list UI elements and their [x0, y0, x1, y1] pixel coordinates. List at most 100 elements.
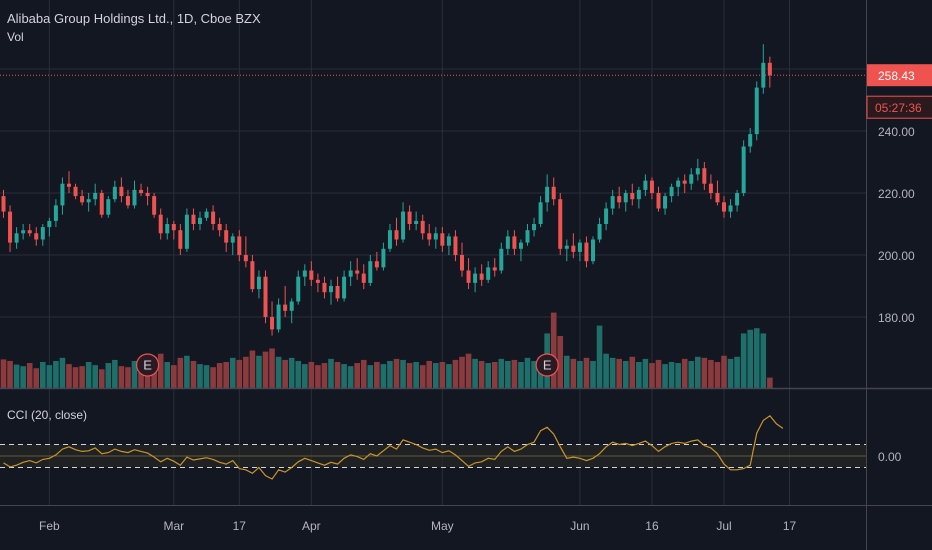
candle	[152, 193, 157, 218]
candle	[394, 217, 399, 246]
candle	[728, 199, 733, 218]
candle	[492, 258, 497, 277]
x-tick-label: Jun	[570, 519, 589, 533]
volume-bar	[262, 351, 269, 388]
volume-bar	[171, 365, 177, 388]
candle	[125, 189, 130, 209]
candle-body	[702, 168, 707, 184]
volume-bar	[197, 364, 203, 388]
candle-body	[374, 261, 379, 268]
candle	[505, 230, 510, 255]
cci-indicator	[0, 414, 866, 480]
candle	[60, 177, 65, 215]
earnings-circle[interactable]	[136, 353, 160, 377]
candle-body	[538, 202, 543, 224]
candle-body	[184, 214, 189, 249]
candle-body	[479, 273, 484, 280]
candle	[473, 267, 478, 293]
candle-body	[237, 236, 242, 255]
volume-bar	[177, 357, 184, 388]
candle	[40, 224, 45, 246]
candle-body	[368, 261, 373, 283]
candle	[453, 230, 458, 262]
candle	[145, 186, 150, 206]
candle-body	[420, 220, 425, 234]
candle-body	[722, 202, 726, 212]
candle-body	[545, 186, 550, 203]
candle	[401, 202, 406, 243]
candle-body	[204, 211, 209, 218]
candle	[191, 208, 196, 231]
candle	[722, 196, 726, 218]
candle	[139, 183, 144, 197]
volume-bar	[642, 358, 649, 388]
volume-bar	[511, 359, 518, 388]
candle	[283, 286, 288, 317]
volume-bar	[714, 362, 721, 388]
volume-bar	[577, 360, 583, 388]
earnings-label[interactable]: E	[143, 358, 152, 373]
earnings-marker[interactable]: E	[535, 353, 559, 377]
candle	[250, 255, 255, 293]
volume-bar	[347, 366, 354, 388]
candle	[604, 202, 609, 231]
candle-body	[610, 196, 615, 209]
candle-body	[322, 282, 327, 293]
candle	[564, 239, 569, 262]
candle	[348, 261, 353, 286]
candle-body	[67, 183, 71, 187]
volume-bar	[210, 367, 216, 388]
volume-bar	[747, 329, 753, 388]
volume-bar	[570, 358, 577, 388]
candle	[636, 186, 641, 209]
volume-bar	[98, 369, 105, 388]
candle-body	[505, 236, 510, 249]
candle-body	[270, 317, 275, 330]
candle	[184, 208, 189, 252]
candle-body	[348, 270, 353, 277]
volume-bar	[524, 357, 531, 388]
x-tick-label: 17	[233, 519, 247, 533]
x-tick-label: May	[431, 519, 454, 533]
earnings-circle[interactable]	[535, 353, 559, 377]
candle-body	[440, 233, 445, 246]
volume-bar	[655, 359, 662, 388]
x-tick-label: Mar	[163, 519, 184, 533]
volume-bar	[13, 364, 20, 388]
volume-bar	[708, 359, 714, 388]
y-tick-label: 220.00	[878, 187, 915, 201]
candle-body	[152, 196, 157, 215]
candle-body	[466, 270, 471, 283]
candle	[532, 217, 537, 237]
candle	[289, 298, 294, 324]
volume-bar	[609, 357, 616, 388]
candle	[735, 189, 740, 212]
candle-body	[256, 276, 261, 290]
volume-bar	[387, 360, 393, 388]
volume-bar	[740, 333, 747, 388]
candle-body	[243, 255, 248, 262]
earnings-label[interactable]: E	[543, 358, 552, 373]
candle	[171, 220, 176, 240]
candle-body	[735, 193, 740, 206]
earnings-marker[interactable]: E	[136, 353, 160, 377]
candle	[708, 174, 713, 200]
candle	[47, 217, 52, 237]
candle-body	[394, 230, 399, 240]
candle	[329, 279, 333, 305]
candle-body	[224, 230, 229, 243]
candle	[361, 264, 366, 290]
volume-bar	[269, 348, 275, 388]
candle	[296, 270, 301, 305]
volume-bar	[236, 359, 243, 388]
volume-bar	[184, 355, 190, 388]
y-tick-label: 200.00	[878, 249, 915, 263]
volume-bar	[767, 377, 773, 388]
candle	[198, 211, 202, 231]
candle-body	[643, 180, 648, 190]
volume-bar	[288, 357, 295, 388]
candle-body	[53, 205, 58, 221]
volume-bar	[433, 363, 439, 388]
